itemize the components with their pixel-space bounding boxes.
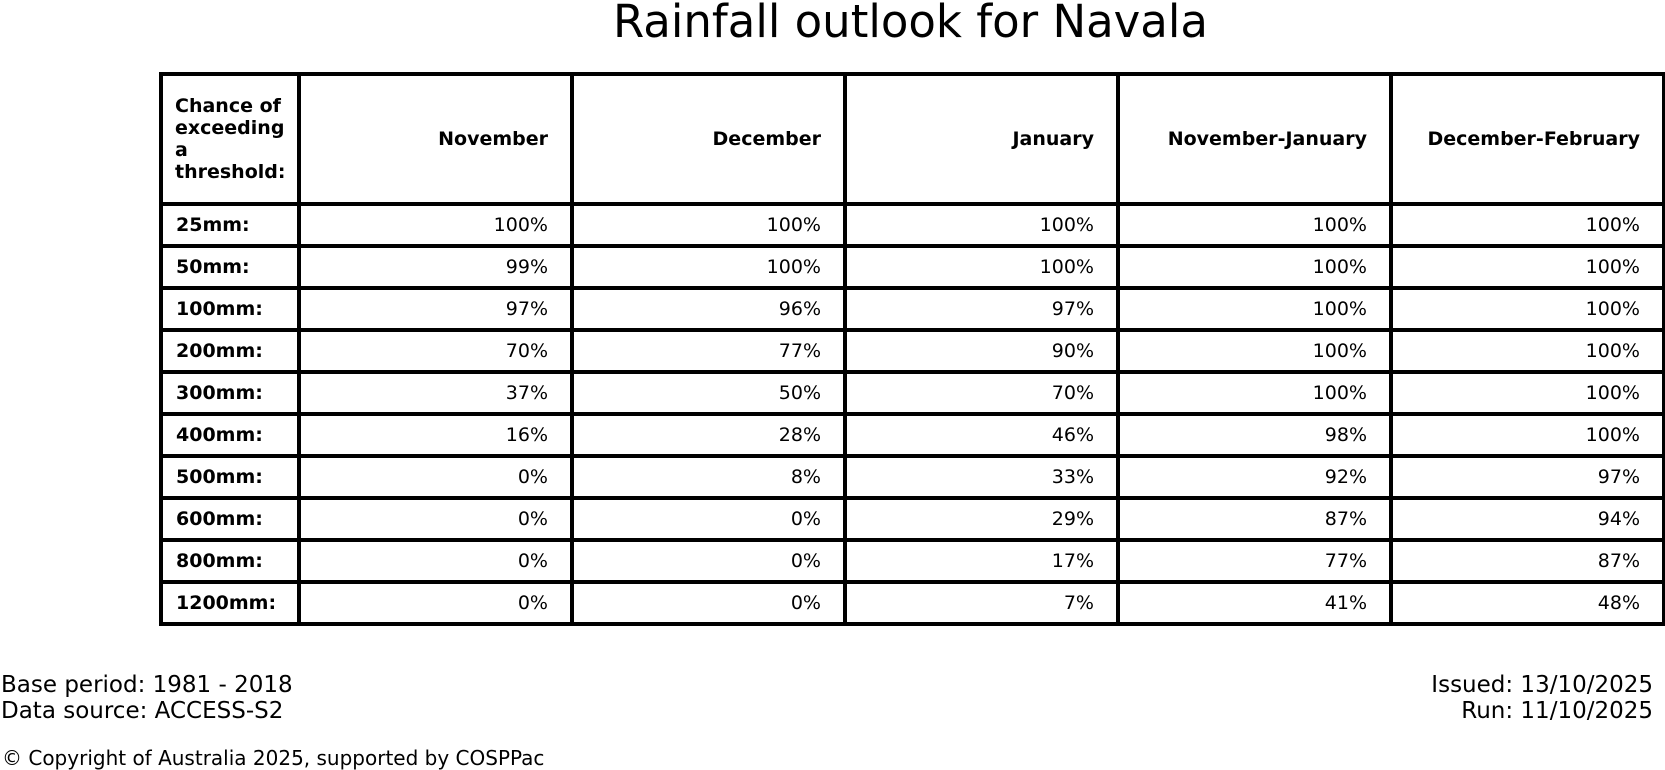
data-source-text: Data source: ACCESS-S2 xyxy=(1,698,284,724)
value-cell: 0% xyxy=(570,496,847,542)
value-cell: 77% xyxy=(1116,538,1393,584)
footer-right: Issued: 13/10/2025 Run: 11/10/2025 xyxy=(1431,672,1653,724)
table-row-1200mm: 1200mm: 0% 0% 7% 41% 48% xyxy=(159,580,1665,626)
value-cell: 29% xyxy=(843,496,1120,542)
value-cell: 100% xyxy=(1389,328,1665,374)
value-cell: 48% xyxy=(1389,580,1665,626)
table-row-300mm: 300mm: 37% 50% 70% 100% 100% xyxy=(159,370,1665,416)
value-cell: 100% xyxy=(1389,412,1665,458)
row-label: 800mm: xyxy=(159,538,301,584)
value-cell: 100% xyxy=(843,202,1120,248)
row-label: 1200mm: xyxy=(159,580,301,626)
table-row-200mm: 200mm: 70% 77% 90% 100% 100% xyxy=(159,328,1665,374)
table-row-600mm: 600mm: 0% 0% 29% 87% 94% xyxy=(159,496,1665,542)
value-cell: 99% xyxy=(297,244,574,290)
value-cell: 46% xyxy=(843,412,1120,458)
value-cell: 100% xyxy=(1116,244,1393,290)
value-cell: 92% xyxy=(1116,454,1393,500)
footer-left: Base period: 1981 - 2018 Data source: AC… xyxy=(1,672,293,724)
row-label: 50mm: xyxy=(159,244,301,290)
value-cell: 94% xyxy=(1389,496,1665,542)
value-cell: 96% xyxy=(570,286,847,332)
value-cell: 50% xyxy=(570,370,847,416)
value-cell: 70% xyxy=(843,370,1120,416)
value-cell: 41% xyxy=(1116,580,1393,626)
value-cell: 100% xyxy=(297,202,574,248)
value-cell: 0% xyxy=(297,454,574,500)
value-cell: 87% xyxy=(1116,496,1393,542)
col-header-january: January xyxy=(843,72,1120,206)
header-row: Chance of exceeding a threshold: Novembe… xyxy=(159,72,1665,206)
value-cell: 0% xyxy=(297,496,574,542)
value-cell: 97% xyxy=(1389,454,1665,500)
value-cell: 7% xyxy=(843,580,1120,626)
value-cell: 87% xyxy=(1389,538,1665,584)
row-label: 400mm: xyxy=(159,412,301,458)
value-cell: 70% xyxy=(297,328,574,374)
copyright-text: © Copyright of Australia 2025, supported… xyxy=(2,746,545,770)
value-cell: 100% xyxy=(1389,370,1665,416)
value-cell: 28% xyxy=(570,412,847,458)
table-body: 25mm: 100% 100% 100% 100% 100% 50mm: 99%… xyxy=(159,202,1665,626)
row-label: 25mm: xyxy=(159,202,301,248)
table-header: Chance of exceeding a threshold: Novembe… xyxy=(159,72,1665,206)
col-header-november-january: November-January xyxy=(1116,72,1393,206)
value-cell: 100% xyxy=(1389,202,1665,248)
table-row-25mm: 25mm: 100% 100% 100% 100% 100% xyxy=(159,202,1665,248)
value-cell: 100% xyxy=(570,244,847,290)
value-cell: 97% xyxy=(297,286,574,332)
base-period-text: Base period: 1981 - 2018 xyxy=(1,672,293,698)
row-label: 300mm: xyxy=(159,370,301,416)
row-label: 500mm: xyxy=(159,454,301,500)
value-cell: 77% xyxy=(570,328,847,374)
value-cell: 97% xyxy=(843,286,1120,332)
col-header-december: December xyxy=(570,72,847,206)
value-cell: 100% xyxy=(1389,244,1665,290)
value-cell: 16% xyxy=(297,412,574,458)
row-label: 100mm: xyxy=(159,286,301,332)
row-label: 200mm: xyxy=(159,328,301,374)
value-cell: 98% xyxy=(1116,412,1393,458)
run-date-text: Run: 11/10/2025 xyxy=(1461,698,1653,724)
table-row-800mm: 800mm: 0% 0% 17% 77% 87% xyxy=(159,538,1665,584)
col-header-december-february: December-February xyxy=(1389,72,1665,206)
row-label: 600mm: xyxy=(159,496,301,542)
value-cell: 0% xyxy=(297,580,574,626)
value-cell: 0% xyxy=(570,538,847,584)
value-cell: 100% xyxy=(1116,286,1393,332)
value-cell: 17% xyxy=(843,538,1120,584)
value-cell: 100% xyxy=(1116,328,1393,374)
value-cell: 8% xyxy=(570,454,847,500)
value-cell: 0% xyxy=(297,538,574,584)
page-title: Rainfall outlook for Navala xyxy=(613,0,1208,48)
table-row-400mm: 400mm: 16% 28% 46% 98% 100% xyxy=(159,412,1665,458)
corner-header-chance-of-exceeding: Chance of exceeding a threshold: xyxy=(159,72,301,206)
value-cell: 100% xyxy=(1116,202,1393,248)
rainfall-outlook-table: Chance of exceeding a threshold: Novembe… xyxy=(159,72,1665,626)
value-cell: 37% xyxy=(297,370,574,416)
value-cell: 100% xyxy=(843,244,1120,290)
value-cell: 100% xyxy=(570,202,847,248)
value-cell: 100% xyxy=(1389,286,1665,332)
value-cell: 100% xyxy=(1116,370,1393,416)
table-row-500mm: 500mm: 0% 8% 33% 92% 97% xyxy=(159,454,1665,500)
table-row-50mm: 50mm: 99% 100% 100% 100% 100% xyxy=(159,244,1665,290)
value-cell: 90% xyxy=(843,328,1120,374)
issued-date-text: Issued: 13/10/2025 xyxy=(1431,672,1653,698)
table-row-100mm: 100mm: 97% 96% 97% 100% 100% xyxy=(159,286,1665,332)
value-cell: 33% xyxy=(843,454,1120,500)
value-cell: 0% xyxy=(570,580,847,626)
col-header-november: November xyxy=(297,72,574,206)
